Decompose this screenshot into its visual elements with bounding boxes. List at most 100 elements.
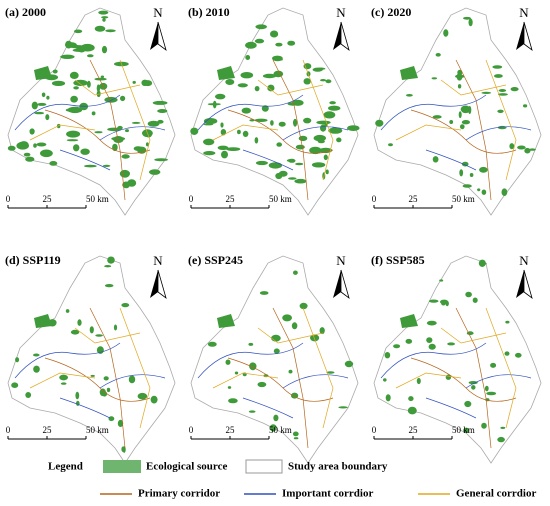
- ecological-source: [52, 69, 58, 74]
- ecological-source: [98, 10, 109, 15]
- ecological-source: [227, 386, 232, 389]
- ecological-source: [49, 161, 58, 166]
- north-label: N: [336, 5, 346, 20]
- ecological-source: [117, 125, 123, 130]
- ecological-source: [7, 145, 16, 151]
- ecological-source: [309, 146, 322, 155]
- ecological-source: [34, 314, 52, 328]
- legend-label: Primary corridor: [138, 488, 220, 500]
- corridor: [395, 372, 462, 389]
- ecological-source: [509, 143, 515, 150]
- ecological-source: [328, 127, 343, 134]
- ecological-source: [517, 145, 526, 150]
- corridor: [465, 126, 532, 141]
- corridor: [29, 372, 96, 389]
- ecological-source: [255, 160, 268, 166]
- corridor: [14, 342, 121, 379]
- north-arrow: [340, 21, 350, 52]
- ecological-source: [261, 105, 269, 112]
- ecological-source: [51, 80, 66, 86]
- ecological-source: [40, 149, 53, 158]
- ecological-source: [472, 297, 478, 303]
- panel-label: (f) SSP585: [371, 253, 425, 267]
- ecological-source: [33, 143, 37, 148]
- corridor: [440, 79, 507, 96]
- ecological-source: [323, 154, 328, 161]
- ecological-source: [492, 65, 503, 69]
- ecological-source: [288, 177, 297, 180]
- panels: (a) 2000 N0 25 50 km(b) 2010 N0 25 50 km(c) 20…: [5, 5, 542, 464]
- ecological-source: [323, 111, 336, 119]
- ecological-source: [405, 338, 413, 344]
- ecological-source: [87, 54, 94, 58]
- ecological-source: [291, 322, 298, 330]
- ecological-source: [80, 148, 90, 155]
- north-arrow: [523, 269, 533, 300]
- study-area: [190, 7, 359, 216]
- ecological-source: [504, 351, 510, 356]
- corridor: [282, 374, 349, 389]
- ecological-source: [505, 320, 510, 324]
- corridor: [302, 307, 334, 429]
- ecological-source: [270, 30, 279, 38]
- panel-label: (e) SSP245: [188, 253, 243, 267]
- ecological-source: [481, 422, 487, 429]
- ecological-source: [207, 341, 217, 347]
- north-arrow: [333, 270, 341, 298]
- ecological-source: [497, 436, 505, 443]
- ecological-source: [269, 424, 277, 432]
- scale-label: 0: [189, 194, 194, 204]
- ecological-source: [70, 329, 80, 335]
- ecological-source: [468, 381, 478, 385]
- legend-label: Study area boundary: [288, 461, 388, 473]
- ecological-source: [108, 416, 115, 422]
- ecological-source: [457, 84, 462, 89]
- ecological-source: [101, 45, 108, 54]
- ecological-source: [254, 137, 259, 144]
- corridor: [410, 109, 517, 154]
- ecological-source: [147, 120, 160, 127]
- corridor: [282, 126, 349, 141]
- ecological-source: [103, 376, 109, 381]
- ecological-source: [293, 118, 298, 127]
- ecological-source: [94, 131, 103, 134]
- scale-label: 50 km: [86, 425, 109, 435]
- ecological-source: [102, 164, 111, 167]
- north-arrow: [516, 22, 524, 50]
- scale-label: 25: [43, 194, 53, 204]
- ecological-source: [295, 162, 304, 166]
- corridor: [119, 307, 151, 429]
- corridor: [465, 374, 532, 389]
- legend-swatch: [103, 460, 141, 473]
- ecological-source: [449, 120, 454, 124]
- ecological-source: [469, 173, 474, 177]
- ecological-source: [36, 142, 47, 147]
- ecological-source: [215, 93, 226, 100]
- scale-label: 0: [372, 425, 377, 435]
- ecological-source: [104, 284, 114, 288]
- ecological-source: [316, 120, 331, 125]
- ecological-source: [96, 84, 101, 92]
- ecological-source: [393, 344, 401, 349]
- ecological-source: [150, 395, 158, 404]
- map-panel: (f) SSP585 N 0 25 50 km: [371, 253, 542, 464]
- ecological-source: [262, 73, 277, 79]
- ecological-source: [33, 365, 40, 373]
- ecological-source: [501, 188, 508, 196]
- panel-label: (d) SSP119: [5, 253, 61, 267]
- ecological-source: [113, 324, 118, 331]
- ecological-source: [137, 392, 148, 400]
- ecological-source: [426, 337, 433, 343]
- ecological-source: [41, 92, 46, 98]
- ecological-source: [267, 84, 275, 92]
- ecological-source: [15, 357, 20, 363]
- corridor: [212, 372, 279, 389]
- ecological-source: [141, 79, 149, 87]
- north-label: N: [519, 5, 529, 20]
- ecological-source: [73, 144, 80, 152]
- ecological-source: [46, 95, 50, 100]
- corridor: [395, 124, 462, 141]
- ecological-source: [19, 141, 29, 149]
- corridor: [272, 307, 309, 449]
